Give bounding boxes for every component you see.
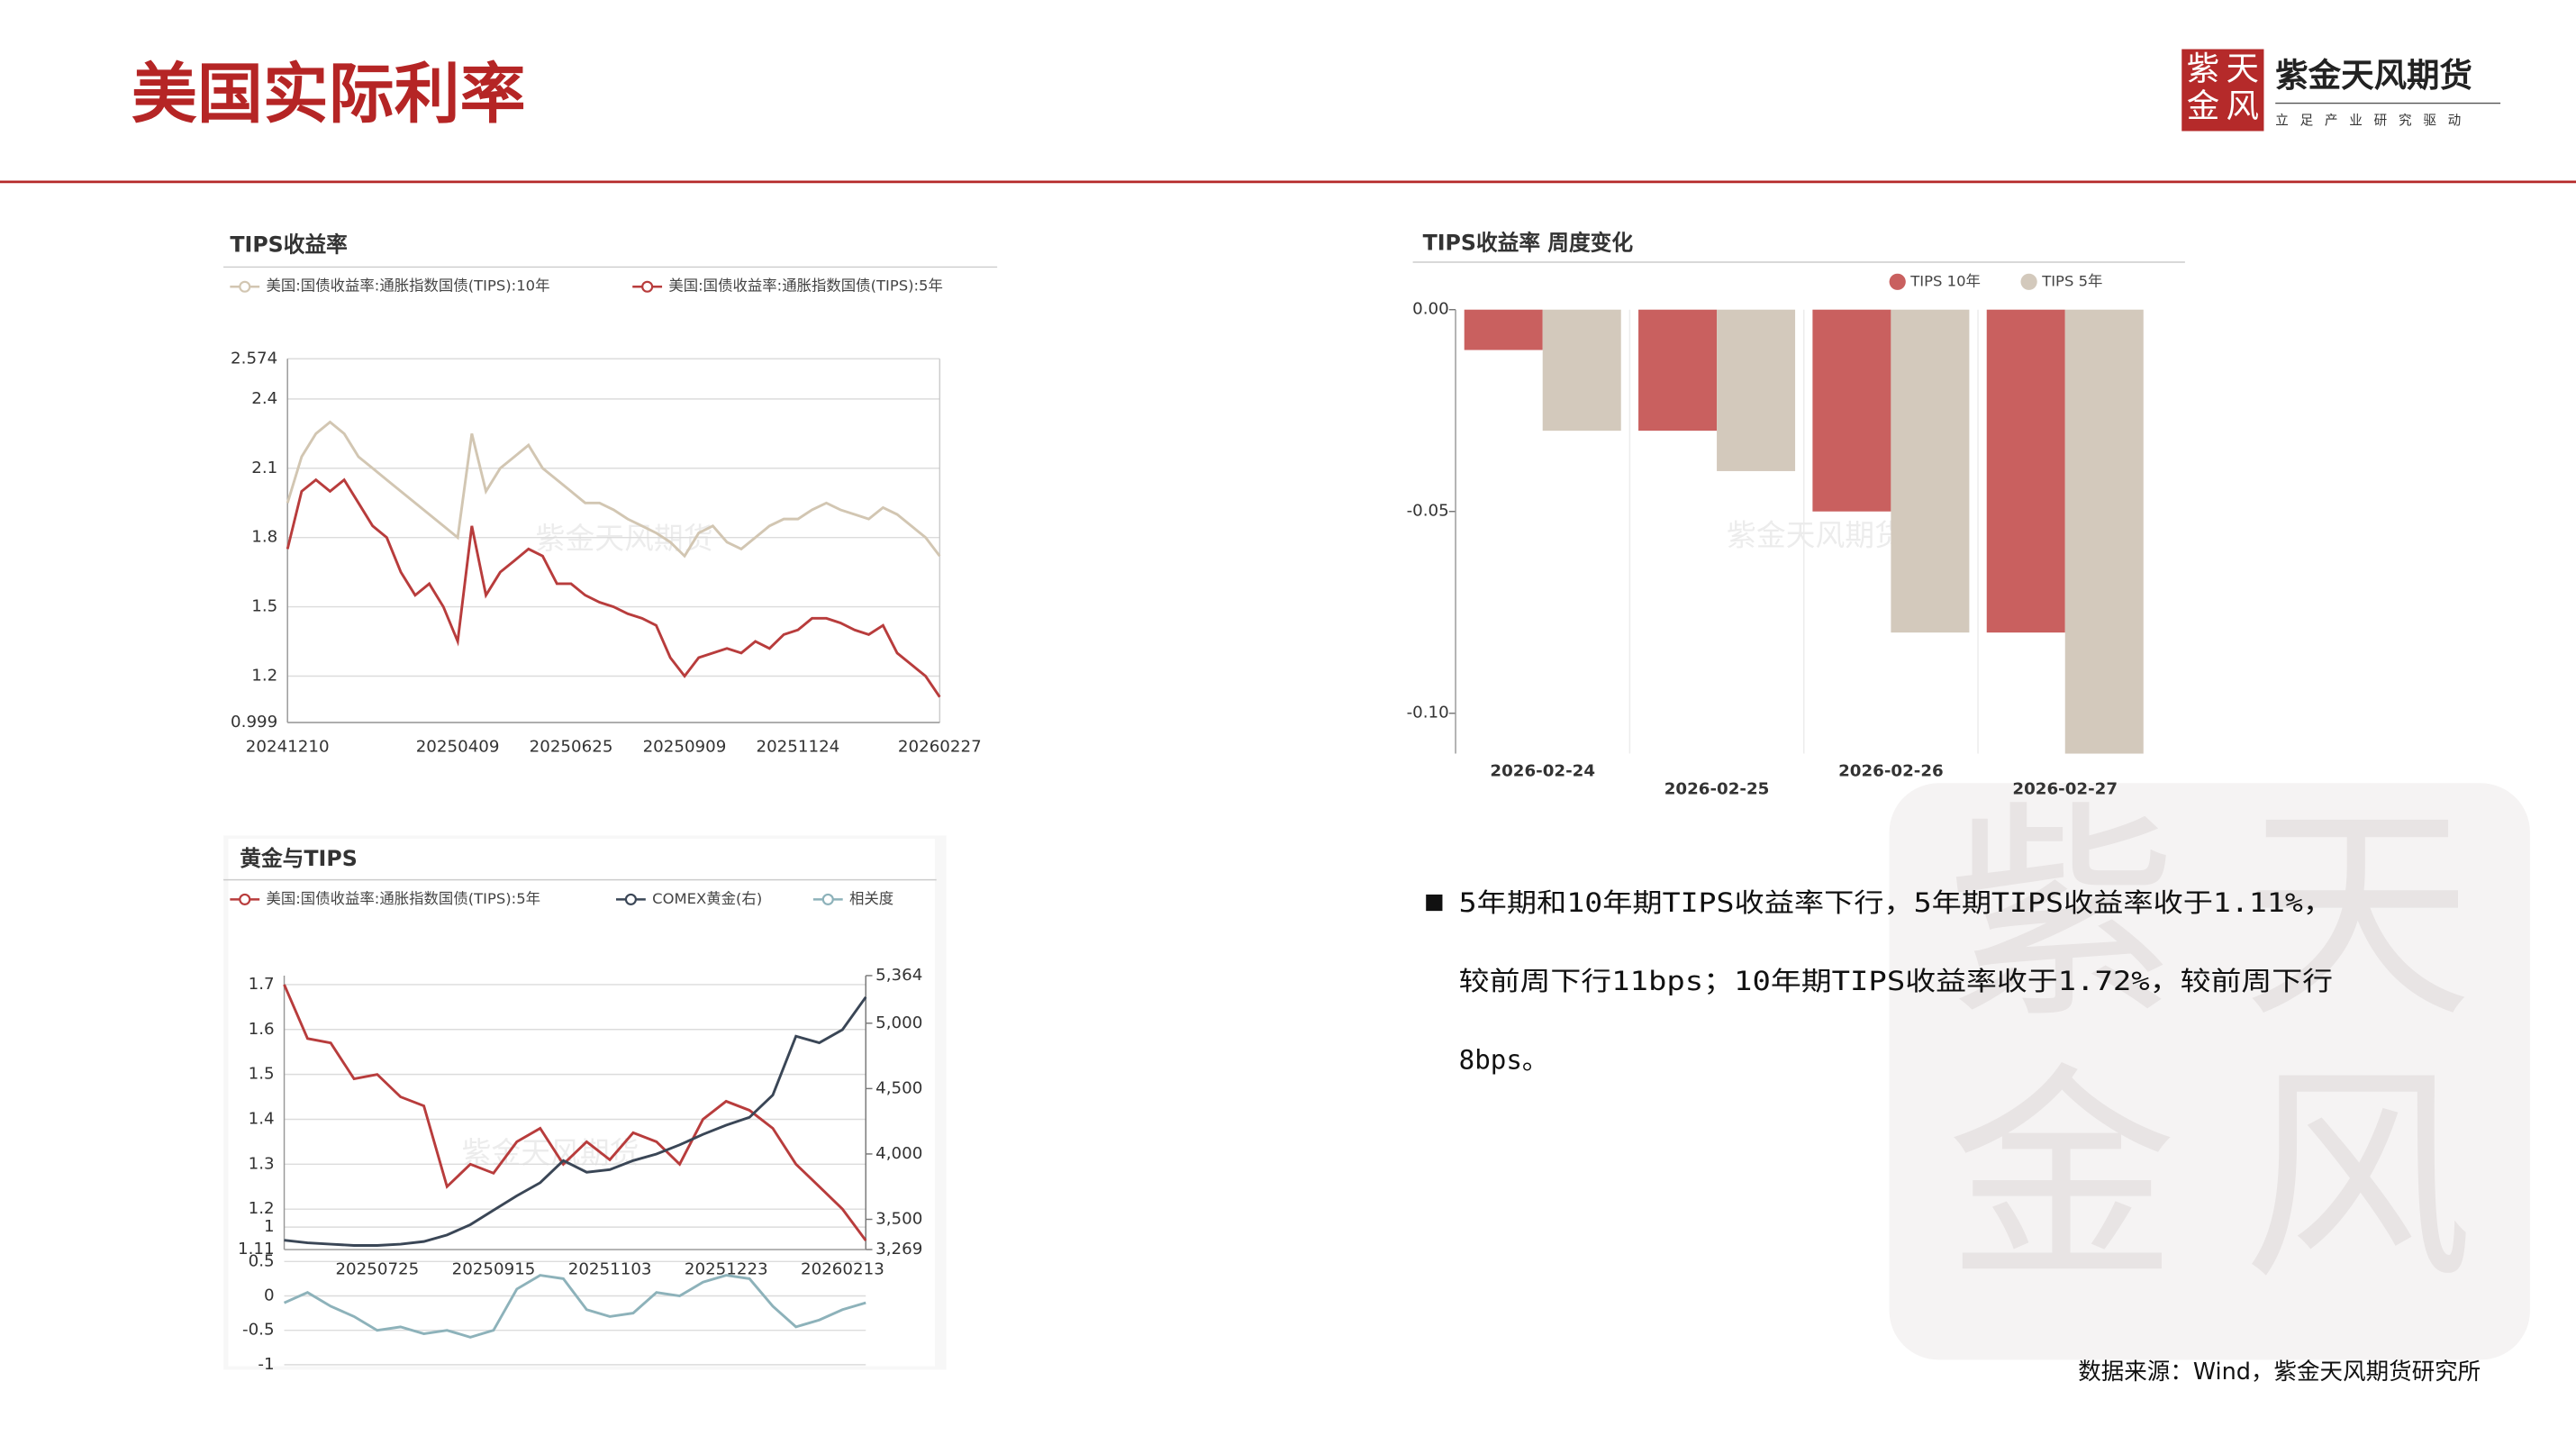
note-line: 8bps。 <box>1459 1044 1548 1075</box>
series-line <box>284 995 867 1247</box>
seal-char: 金 <box>1946 1053 2176 1307</box>
tick-label: 1.8 <box>251 528 277 547</box>
chart-title: TIPS收益率 <box>230 232 347 257</box>
seal-char: 风 <box>2243 1053 2472 1307</box>
logo-name: 紫金天风期货 <box>2275 56 2472 95</box>
tick-label: 2.574 <box>231 349 277 368</box>
tick-label: -0.5 <box>242 1321 275 1340</box>
chart-title: 黄金与TIPS <box>240 846 357 871</box>
watermark: 紫金天风期货 <box>1727 519 1904 553</box>
tick-label: 4,500 <box>875 1078 922 1097</box>
seal-char: 风 <box>2226 88 2258 124</box>
tick-label: 1.11 <box>238 1240 275 1259</box>
tick-label: 5,364 <box>875 966 922 985</box>
chart-title: TIPS收益率 周度变化 <box>1423 230 1634 255</box>
legend-label: TIPS 5年 <box>2041 272 2102 289</box>
note-line: 较前周下行11bps；10年期TIPS收益率收于1.72%，较前周下行 <box>1459 966 2333 996</box>
x-tick-label: 2026-02-24 <box>1490 762 1595 781</box>
series-line <box>283 984 867 1241</box>
tick-label: 1.6 <box>249 1020 275 1039</box>
x-tick-label: 20251223 <box>685 1259 768 1278</box>
tick-label: 0.999 <box>231 713 277 732</box>
tick-label: 2.1 <box>251 459 277 477</box>
legend-swatch <box>2020 273 2037 290</box>
legend-swatch <box>821 893 834 905</box>
bullet <box>1426 894 1443 912</box>
seal-char: 天 <box>2226 50 2258 86</box>
bar <box>1464 309 1543 350</box>
legend-swatch <box>1889 273 1906 290</box>
source: 数据来源：Wind，紫金天风期货研究所 <box>2078 1359 2481 1386</box>
x-tick-label: 20260227 <box>898 737 982 756</box>
x-tick-label: 20250625 <box>530 737 613 756</box>
tick-label: 2.4 <box>251 389 277 408</box>
bar <box>1717 309 1796 471</box>
tick-label: 3,269 <box>875 1240 922 1259</box>
tick-label: 3,500 <box>875 1210 922 1229</box>
watermark: 紫金天风期货 <box>536 522 713 556</box>
tick-label: 0 <box>264 1286 275 1305</box>
x-tick-label: 2026-02-26 <box>1838 762 1944 781</box>
seal-char: 金 <box>2187 88 2219 124</box>
tick-label: 1.5 <box>251 597 277 616</box>
tick-label: -0.10 <box>1407 704 1449 722</box>
chart-panel-inner <box>228 839 935 1367</box>
tick-label: 1.4 <box>249 1110 275 1129</box>
tick-label: 1.7 <box>249 975 275 994</box>
watermark: 紫金天风期货 <box>462 1136 639 1170</box>
bar <box>1986 309 2065 633</box>
x-tick-label: 20251103 <box>568 1259 652 1278</box>
bar <box>1542 309 1621 432</box>
bar <box>2064 309 2144 754</box>
tick-label: 0.5 <box>249 1251 275 1270</box>
legend-label: TIPS 10年 <box>1909 272 1981 289</box>
tick-label: 0.00 <box>1412 300 1449 319</box>
seal-char: 紫 <box>1946 791 2176 1045</box>
bar <box>1891 309 1970 633</box>
series-line <box>283 1274 866 1339</box>
tick-label: -0.05 <box>1407 502 1449 521</box>
legend-label: COMEX黄金(右) <box>652 890 762 907</box>
x-tick-label: 20250915 <box>452 1259 536 1278</box>
legend-label: 美国:国债收益率:通胀指数国债(TIPS):5年 <box>266 890 540 907</box>
x-tick-label: 20241210 <box>246 737 330 756</box>
tick-label: -1 <box>258 1355 274 1374</box>
x-tick-label: 20250409 <box>416 737 500 756</box>
x-tick-label: 20251124 <box>757 737 840 756</box>
tick-label: 1 <box>264 1217 275 1236</box>
logo-slogan: 立足产业研究驱动 <box>2275 114 2472 129</box>
x-tick-label: 2026-02-27 <box>2012 780 2118 799</box>
tick-label: 1.2 <box>249 1199 275 1218</box>
tick-label: 1.5 <box>249 1065 275 1084</box>
legend-label: 美国:国债收益率:通胀指数国债(TIPS):5年 <box>668 277 943 295</box>
legend-swatch <box>239 893 251 905</box>
x-tick-label: 2026-02-25 <box>1664 780 1770 799</box>
legend-label: 相关度 <box>849 890 893 907</box>
seal-char: 天 <box>2243 791 2472 1045</box>
x-tick-label: 20250725 <box>335 1259 419 1278</box>
tick-label: 1.2 <box>251 666 277 685</box>
watermark-seal <box>1889 783 2530 1360</box>
legend-swatch <box>239 280 251 293</box>
logo-seal <box>2181 49 2264 132</box>
series-line <box>286 420 941 559</box>
watermark-seal-chars: 紫 天 金 风 <box>1946 791 2472 1307</box>
bar <box>1812 309 1891 512</box>
legend-swatch <box>624 893 637 905</box>
page-title: 美国实际利率 <box>132 59 526 132</box>
tick-label: 1.3 <box>249 1154 275 1173</box>
legend-label: 美国:国债收益率:通胀指数国债(TIPS):10年 <box>266 277 549 295</box>
logo-seal-chars: 紫 天 金 风 <box>2187 50 2259 124</box>
note-line: 5年期和10年期TIPS收益率下行，5年期TIPS收益率收于1.11%， <box>1459 887 2333 918</box>
x-tick-label: 20260213 <box>801 1259 884 1278</box>
tick-label: 5,000 <box>875 1013 922 1032</box>
bar <box>1638 309 1718 432</box>
legend-swatch <box>641 280 654 293</box>
x-tick-label: 20250909 <box>643 737 727 756</box>
series-line <box>286 477 941 698</box>
seal-char: 紫 <box>2187 50 2219 86</box>
tick-label: 4,000 <box>875 1144 922 1163</box>
